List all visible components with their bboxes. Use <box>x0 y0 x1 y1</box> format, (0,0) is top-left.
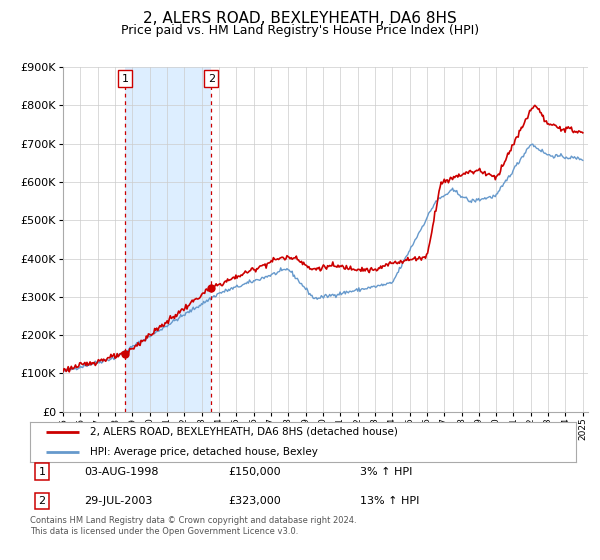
Text: £150,000: £150,000 <box>228 466 281 477</box>
Text: 2: 2 <box>38 496 46 506</box>
Text: 13% ↑ HPI: 13% ↑ HPI <box>360 496 419 506</box>
Text: £323,000: £323,000 <box>228 496 281 506</box>
Text: Price paid vs. HM Land Registry's House Price Index (HPI): Price paid vs. HM Land Registry's House … <box>121 24 479 36</box>
Text: This data is licensed under the Open Government Licence v3.0.: This data is licensed under the Open Gov… <box>30 527 298 536</box>
Text: HPI: Average price, detached house, Bexley: HPI: Average price, detached house, Bexl… <box>90 447 318 457</box>
Bar <box>125 67 211 412</box>
Text: 2, ALERS ROAD, BEXLEYHEATH, DA6 8HS: 2, ALERS ROAD, BEXLEYHEATH, DA6 8HS <box>143 11 457 26</box>
Text: 2, ALERS ROAD, BEXLEYHEATH, DA6 8HS (detached house): 2, ALERS ROAD, BEXLEYHEATH, DA6 8HS (det… <box>90 427 398 437</box>
Text: 1: 1 <box>122 74 128 83</box>
Text: 1: 1 <box>38 466 46 477</box>
Text: 2: 2 <box>208 74 215 83</box>
Text: 03-AUG-1998: 03-AUG-1998 <box>84 466 158 477</box>
Text: 29-JUL-2003: 29-JUL-2003 <box>84 496 152 506</box>
Text: 3% ↑ HPI: 3% ↑ HPI <box>360 466 412 477</box>
Text: Contains HM Land Registry data © Crown copyright and database right 2024.: Contains HM Land Registry data © Crown c… <box>30 516 356 525</box>
